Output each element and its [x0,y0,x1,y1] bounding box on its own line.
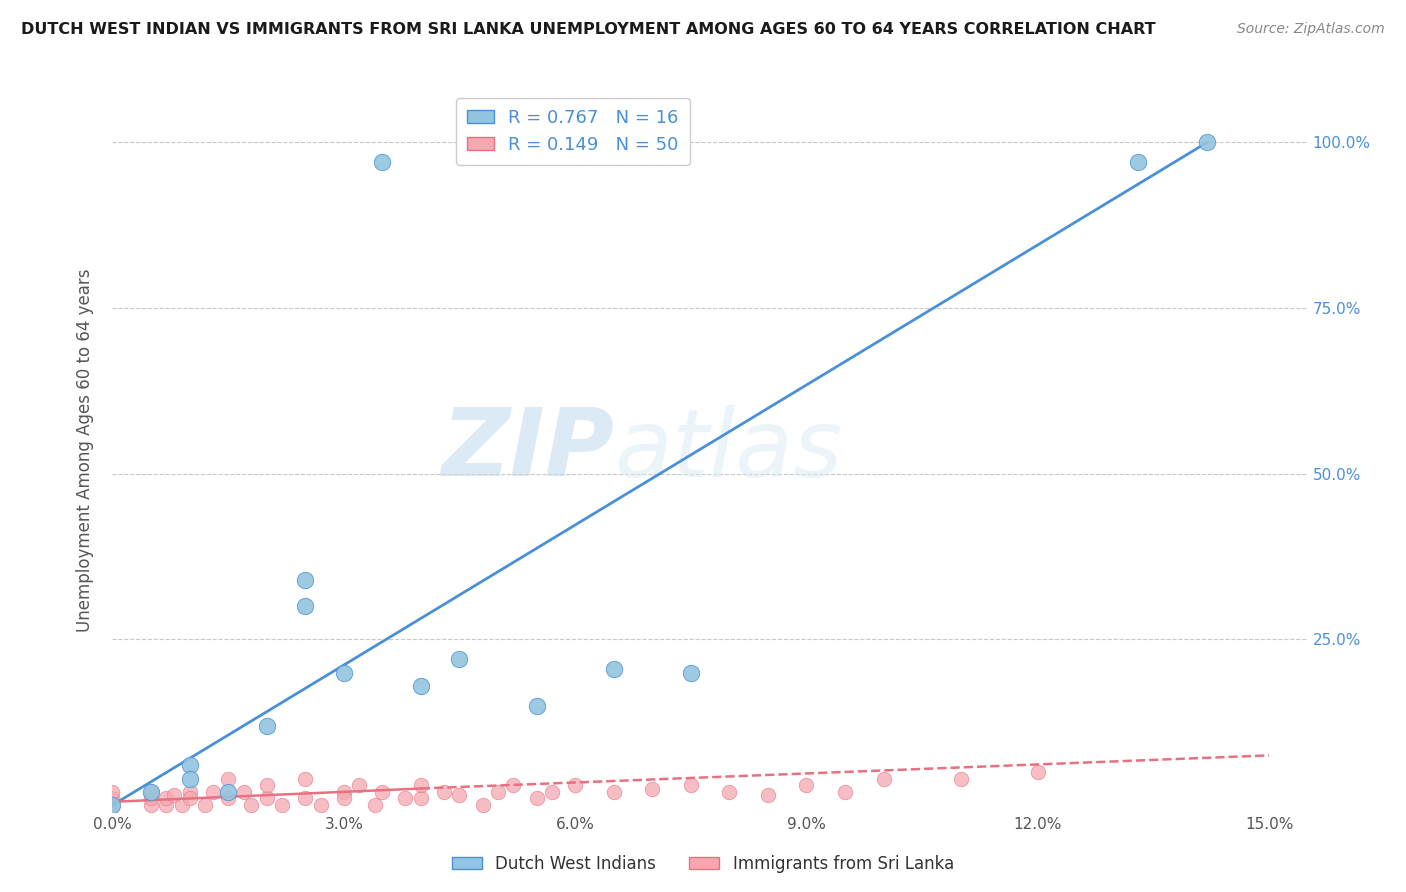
Point [179,791,201,805]
Point [526,698,548,713]
Text: DUTCH WEST INDIAN VS IMMIGRANTS FROM SRI LANKA UNEMPLOYMENT AMONG AGES 60 TO 64 : DUTCH WEST INDIAN VS IMMIGRANTS FROM SRI… [21,22,1156,37]
Point [309,798,332,813]
Point [139,798,162,813]
Point [294,573,316,587]
Point [502,778,524,792]
Legend: Dutch West Indians, Immigrants from Sri Lanka: Dutch West Indians, Immigrants from Sri … [446,848,960,880]
Point [101,785,124,799]
Point [526,791,548,805]
Point [363,798,385,813]
Legend: R = 0.767   N = 16, R = 0.149   N = 50: R = 0.767 N = 16, R = 0.149 N = 50 [456,98,690,165]
Point [194,798,217,813]
Point [471,798,494,813]
Point [155,798,177,813]
Point [602,662,624,676]
Point [240,798,263,813]
Point [179,785,201,799]
Point [201,785,224,799]
Point [1126,155,1149,169]
Point [256,791,278,805]
Point [486,785,509,799]
Point [1026,764,1049,779]
Point [101,791,124,805]
Point [679,778,702,792]
Text: atlas: atlas [614,405,842,496]
Point [433,785,456,799]
Point [294,791,316,805]
Point [333,785,356,799]
Point [294,599,316,614]
Point [155,791,177,805]
Point [101,798,124,813]
Point [394,791,416,805]
Point [564,778,586,792]
Point [756,788,779,802]
Point [949,772,972,786]
Point [179,772,201,786]
Point [718,785,741,799]
Point [271,798,294,813]
Point [449,788,471,802]
Text: Source: ZipAtlas.com: Source: ZipAtlas.com [1237,22,1385,37]
Point [371,785,394,799]
Y-axis label: Unemployment Among Ages 60 to 64 years: Unemployment Among Ages 60 to 64 years [76,268,94,632]
Point [679,665,702,680]
Point [163,788,186,802]
Point [139,791,162,805]
Point [256,778,278,792]
Point [796,778,818,792]
Point [409,791,432,805]
Point [232,785,254,799]
Point [602,785,624,799]
Point [139,785,162,799]
Point [409,679,432,693]
Point [217,772,239,786]
Point [409,778,432,792]
Point [170,798,193,813]
Point [1197,135,1219,149]
Point [371,155,394,169]
Point [641,781,664,796]
Text: ZIP: ZIP [441,404,614,497]
Point [139,785,162,799]
Point [217,785,239,799]
Point [101,798,124,813]
Point [541,785,564,799]
Point [872,772,894,786]
Point [217,791,239,805]
Point [333,791,356,805]
Point [449,652,471,666]
Point [333,665,356,680]
Point [347,778,370,792]
Point [179,758,201,772]
Point [834,785,856,799]
Point [256,718,278,732]
Point [294,772,316,786]
